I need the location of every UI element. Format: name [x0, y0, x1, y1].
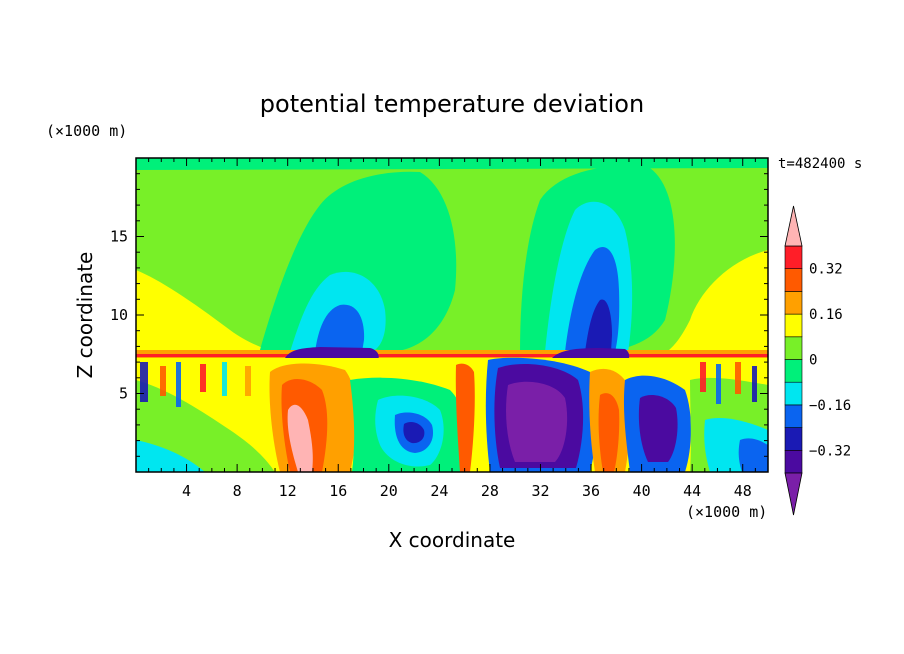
y-tick-label: 10 — [110, 306, 128, 324]
inversion-red — [136, 354, 768, 357]
upper-yellow-right — [660, 250, 768, 355]
colorbar-segment — [784, 449, 803, 474]
y-ticks: 5 10 15 — [110, 173, 768, 457]
x-tick-label: 48 — [734, 482, 752, 500]
lower-red-right — [598, 393, 620, 472]
colorbar-segment — [784, 404, 803, 428]
x-tick-label: 4 — [182, 482, 191, 500]
lower-orange-col — [455, 363, 475, 472]
upper-yellow-left — [136, 270, 280, 356]
colorbar-label: −0.32 — [809, 443, 851, 459]
upper-blue-1 — [315, 304, 365, 352]
x-tick-label: 16 — [329, 482, 347, 500]
x-tick-label: 12 — [279, 482, 297, 500]
lower-indigo-right — [638, 395, 678, 462]
colorbar-segment — [784, 427, 803, 451]
colorbar-min-arrow — [784, 472, 803, 516]
colorbar-segment — [784, 336, 803, 360]
chart-title: potential temperature deviation — [260, 90, 644, 118]
x-tick-label: 28 — [481, 482, 499, 500]
x-tick-label: 32 — [531, 482, 549, 500]
x-tick-label: 20 — [380, 482, 398, 500]
lower-blue-right-edge — [738, 438, 768, 472]
inversion-purple-2 — [552, 348, 630, 360]
x-tick-label: 44 — [683, 482, 701, 500]
y-tick-label: 5 — [119, 385, 128, 403]
lower-cyan-left — [136, 440, 205, 472]
upper-darkblue-2 — [585, 299, 612, 352]
colorbar-label: 0.16 — [809, 307, 843, 323]
x-ticks: 4 8 12 16 20 24 28 32 36 40 44 48 — [148, 158, 756, 500]
y-unit-label: (×1000 m) — [46, 122, 127, 140]
x-tick-label: 8 — [233, 482, 242, 500]
colorbar-segment — [784, 313, 803, 338]
colorbar-segment — [784, 359, 803, 383]
lower-darkblue-mid — [403, 422, 425, 444]
x-axis-label: X coordinate — [389, 528, 516, 552]
contour-field — [136, 158, 768, 472]
lower-purple-big — [506, 381, 568, 462]
time-label: t=482400 s — [778, 156, 862, 172]
x-tick-label: 40 — [633, 482, 651, 500]
y-tick-label: 15 — [110, 228, 128, 246]
lower-pink-1 — [287, 404, 313, 472]
lower-green-left — [136, 380, 275, 472]
x-unit-label: (×1000 m) — [686, 503, 767, 521]
colorbar-segment — [784, 268, 803, 292]
colorbar-segment — [784, 381, 803, 406]
colorbar-label: 0 — [809, 353, 817, 369]
colorbar-label: −0.16 — [809, 398, 851, 414]
colorbar-max-arrow — [784, 205, 803, 247]
y-axis-label: Z coordinate — [73, 252, 97, 379]
colorbar: 0.32 0.16 0 −0.16 −0.32 — [784, 205, 851, 516]
colorbar-segment — [784, 291, 803, 315]
x-tick-label: 24 — [430, 482, 448, 500]
x-tick-label: 36 — [582, 482, 600, 500]
fine-streaks — [140, 362, 757, 407]
inversion-purple-1 — [285, 347, 379, 360]
colorbar-segment — [784, 245, 803, 270]
colorbar-label: 0.32 — [809, 262, 843, 278]
